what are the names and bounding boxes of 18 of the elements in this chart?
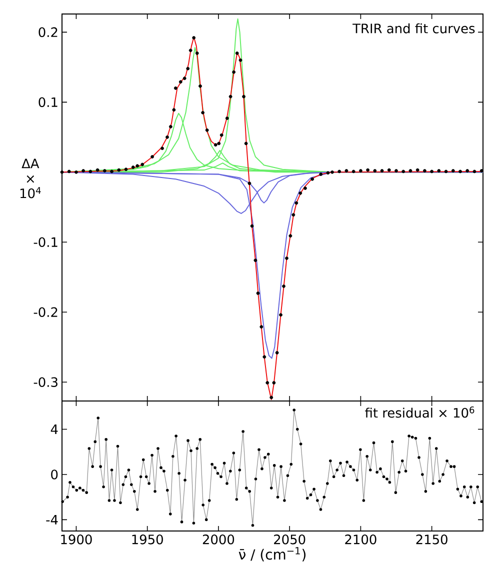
y-tick-label: 0.2: [38, 27, 58, 38]
y-tick-label: 0: [51, 470, 58, 480]
y-tick-label: -0.3: [34, 377, 58, 388]
x-tick-label: 1900: [61, 534, 92, 544]
y-tick-label: 4: [50, 424, 58, 434]
y-tick-label: -0.1: [34, 237, 58, 248]
y-axis-title: ΔA × 10$^{4}$: [20, 158, 41, 198]
x-tick-label: 2150: [416, 534, 448, 544]
x-tick-label: 2100: [345, 534, 376, 544]
annotation: TRIR and fit curves: [352, 23, 475, 34]
y-tick-label: -4: [46, 514, 58, 524]
annotation: fit residual × 10$^{6}$: [365, 406, 474, 418]
y-tick-label: 0.1: [38, 97, 58, 108]
x-tick-label: 2050: [274, 534, 306, 544]
x-axis-title: ν̄ / (cm$^{−1}$): [238, 547, 306, 562]
x-tick-label: 2000: [202, 534, 234, 544]
y-tick-label: -0.2: [34, 307, 58, 318]
x-tick-label: 1950: [132, 534, 163, 544]
